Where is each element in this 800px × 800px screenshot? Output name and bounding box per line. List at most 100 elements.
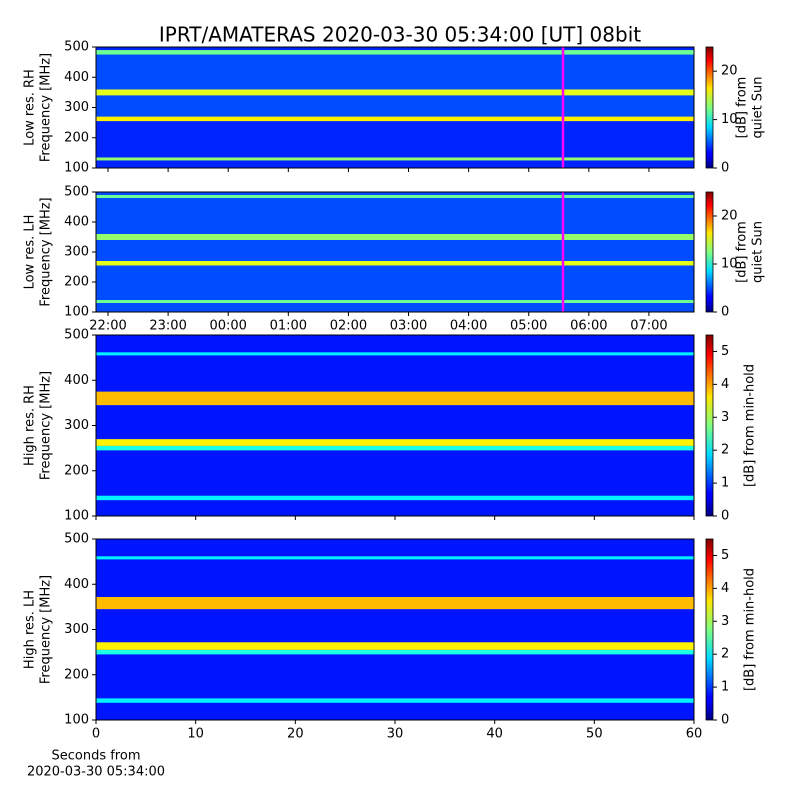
colorbar-label: [dB] from [735,221,750,283]
colorbar-tick-label: 0 [721,161,729,176]
y-axis-label: Frequency [MHz] [39,197,54,306]
y-tick-label: 400 [64,373,89,388]
colorbar-label: [dB] from [735,77,750,139]
x-tick-label: 10 [187,727,204,742]
heatmap-band [96,642,694,650]
colorbar-tick-label: 10 [721,112,738,127]
colorbar-tick-label: 3 [721,410,729,425]
heatmap-band [96,121,694,158]
heatmap-band [96,240,694,261]
x-tick-label: 02:00 [330,319,367,334]
colorbar [705,191,714,313]
y-tick-label: 300 [64,622,89,637]
heatmap-band [96,50,694,55]
heatmap-band [96,450,694,496]
heatmap-band [96,95,694,117]
x-tick-label: 03:00 [390,319,427,334]
colorbar-tick-label: 0 [721,509,729,524]
x-tick-label: 60 [686,727,703,742]
heatmap-band [96,157,694,161]
y-tick-label: 100 [64,161,89,176]
x-axis-label: Seconds from [51,749,140,764]
heatmap-band [96,195,694,198]
colorbar [705,334,714,517]
heatmap-band [96,596,694,610]
heatmap-band [96,234,694,240]
y-axis-label: Frequency [MHz] [39,371,54,480]
heatmap-band [96,265,694,300]
y-axis-label: Low res. LH [23,215,38,290]
x-tick-label: 22:00 [89,319,126,334]
colorbar-label: [dB] from min-hold [743,568,758,691]
y-tick-label: 300 [64,100,89,115]
x-tick-label: 00:00 [209,319,246,334]
y-tick-label: 200 [64,130,89,145]
x-tick-label: 07:00 [630,319,667,334]
colorbar-tick-label: 0 [721,713,729,728]
y-tick-label: 300 [64,245,89,260]
y-axis-label: Frequency [MHz] [39,575,54,684]
heatmap-band [96,261,694,266]
heatmap-band [96,539,694,557]
colorbar-tick-label: 4 [721,377,729,392]
colorbar-tick-label: 20 [721,64,738,79]
heatmap-band [96,198,694,234]
heatmap-band [96,355,694,392]
colorbar [705,46,714,169]
y-tick-label: 500 [64,328,89,343]
heatmap-band [96,439,694,446]
colorbar-tick-label: 2 [721,443,729,458]
x-tick-label: 30 [387,727,404,742]
heatmap-band [96,698,694,703]
x-tick-label: 40 [486,727,503,742]
colorbar-tick-label: 3 [721,614,729,629]
heatmap-band [96,192,694,195]
y-tick-label: 100 [64,509,89,524]
heatmap-band [96,116,694,122]
heatmap-band [96,654,694,699]
heatmap-band [96,649,694,655]
colorbar-label: [dB] from min-hold [743,364,758,487]
heatmap-band [96,47,694,51]
y-tick-label: 400 [64,70,89,85]
y-tick-label: 500 [64,185,89,200]
x-tick-label: 20 [287,727,304,742]
colorbar-tick-label: 2 [721,647,729,662]
x-tick-label: 05:00 [510,319,547,334]
heatmap-band [96,556,694,560]
colorbar-tick-label: 0 [721,305,729,320]
y-tick-label: 200 [64,275,89,290]
y-tick-label: 500 [64,532,89,547]
heatmap-band [96,609,694,643]
y-tick-label: 100 [64,713,89,728]
y-tick-label: 200 [64,667,89,682]
heatmap-band [96,445,694,451]
colorbar-tick-label: 5 [721,548,729,563]
heatmap-band [96,391,694,406]
heatmap-band [96,89,694,96]
y-tick-label: 400 [64,577,89,592]
heatmap-band [96,500,694,516]
colorbar [705,538,714,721]
heatmap-band [96,405,694,440]
colorbar-tick-label: 4 [721,581,729,596]
x-tick-label: 23:00 [149,319,186,334]
x-tick-label: 06:00 [570,319,607,334]
colorbar-tick-label: 20 [721,209,738,224]
colorbar-tick-label: 5 [721,344,729,359]
x-tick-label: 01:00 [270,319,307,334]
figure-title: IPRT/AMATERAS 2020-03-30 05:34:00 [UT] 0… [159,23,641,47]
x-tick-label: 04:00 [450,319,487,334]
y-axis-label: Frequency [MHz] [39,53,54,162]
heatmap-band [96,303,694,312]
x-axis-label: 2020-03-30 05:34:00 [27,765,165,780]
x-tick-label: 0 [92,727,100,742]
y-axis-label: Low res. RH [23,69,38,146]
heatmap-band [96,300,694,303]
heatmap-band [96,495,694,501]
colorbar-label: quiet Sun [751,76,766,138]
heatmap-band [96,160,694,168]
y-tick-label: 500 [64,40,89,55]
y-tick-label: 300 [64,418,89,433]
